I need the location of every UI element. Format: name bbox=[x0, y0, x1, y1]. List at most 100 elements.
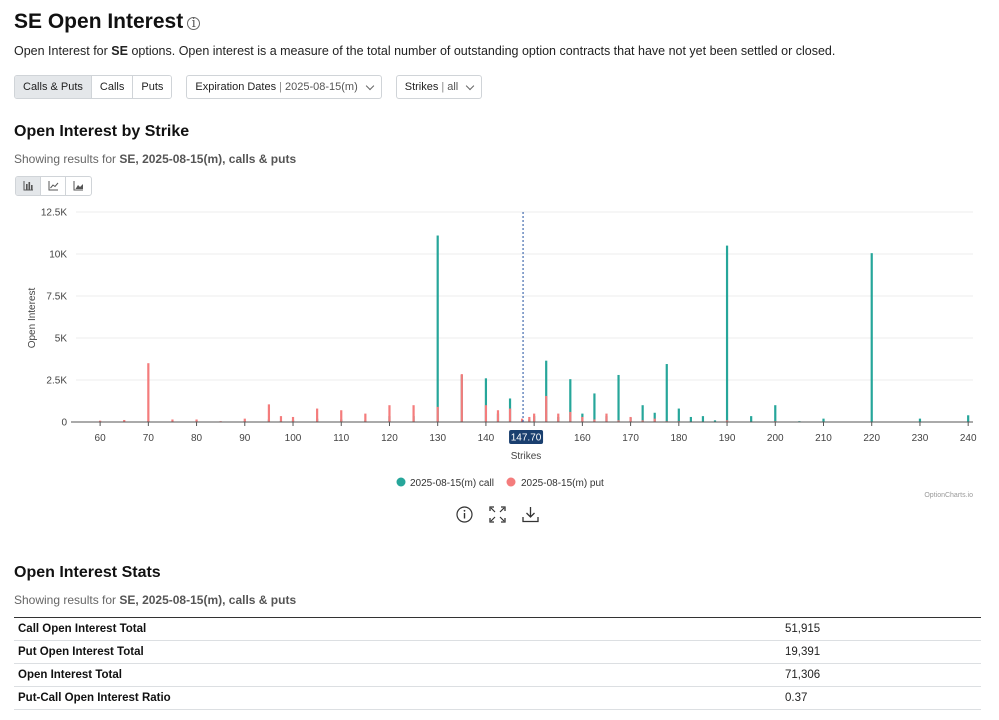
bar-chart-icon bbox=[23, 181, 33, 191]
y-axis-label: Open Interest bbox=[27, 287, 38, 348]
fullscreen-button[interactable] bbox=[488, 505, 507, 524]
call-bar[interactable] bbox=[750, 416, 753, 422]
put-bar[interactable] bbox=[412, 405, 415, 422]
put-bar[interactable] bbox=[316, 408, 319, 422]
calls-puts-button[interactable]: Calls & Puts bbox=[15, 76, 92, 98]
x-tick-label: 80 bbox=[191, 433, 203, 444]
download-button[interactable] bbox=[521, 505, 540, 524]
table-row: Open Interest Total 71,306 bbox=[14, 664, 981, 687]
x-tick-label: 180 bbox=[670, 433, 687, 444]
x-axis-label: Strikes bbox=[511, 451, 542, 462]
put-bar[interactable] bbox=[99, 420, 102, 422]
put-bar[interactable] bbox=[496, 410, 500, 422]
put-bar[interactable] bbox=[243, 418, 246, 422]
put-bar[interactable] bbox=[641, 420, 644, 422]
put-bar[interactable] bbox=[508, 408, 512, 422]
chart-type-toggle bbox=[15, 176, 92, 196]
put-bar[interactable] bbox=[460, 374, 463, 422]
x-tick-label: 60 bbox=[95, 433, 107, 444]
put-bar[interactable] bbox=[617, 420, 620, 422]
call-bar[interactable] bbox=[653, 412, 656, 422]
put-bar[interactable] bbox=[725, 420, 729, 422]
call-bar[interactable] bbox=[713, 420, 717, 422]
put-bar[interactable] bbox=[195, 419, 198, 422]
put-bar[interactable] bbox=[533, 413, 536, 422]
call-bar[interactable] bbox=[617, 374, 620, 422]
put-bar[interactable] bbox=[557, 413, 560, 422]
call-bar[interactable] bbox=[641, 405, 644, 422]
area-chart-icon bbox=[73, 181, 83, 191]
oi-by-strike-subtitle: Showing results for SE, 2025-08-15(m), c… bbox=[14, 152, 297, 166]
chevron-down-icon bbox=[465, 81, 475, 90]
page-description: Open Interest for SE options. Open inter… bbox=[14, 44, 836, 58]
oi-stats-title: Open Interest Stats bbox=[14, 564, 161, 581]
call-bar[interactable] bbox=[918, 418, 922, 422]
put-bar[interactable] bbox=[388, 405, 391, 422]
put-bar[interactable] bbox=[653, 418, 656, 422]
line-chart-button[interactable] bbox=[41, 177, 66, 195]
call-bar[interactable] bbox=[822, 418, 825, 422]
put-bar[interactable] bbox=[123, 419, 126, 422]
put-bar[interactable] bbox=[545, 395, 548, 422]
legend-put-label[interactable]: 2025-08-15(m) put bbox=[521, 478, 604, 489]
strikes-dropdown[interactable]: Strikes | all bbox=[395, 75, 483, 99]
call-bar[interactable] bbox=[484, 378, 488, 422]
call-bar[interactable] bbox=[545, 360, 548, 422]
watermark: OptionCharts.io bbox=[924, 492, 973, 499]
legend-call-label[interactable]: 2025-08-15(m) call bbox=[410, 478, 494, 489]
put-bar[interactable] bbox=[629, 416, 632, 422]
call-bar[interactable] bbox=[569, 379, 572, 422]
call-bar[interactable] bbox=[677, 408, 680, 422]
x-tick-label: 170 bbox=[622, 433, 639, 444]
put-bar[interactable] bbox=[291, 416, 295, 422]
call-bar[interactable] bbox=[593, 393, 596, 422]
put-bar[interactable] bbox=[279, 416, 283, 422]
x-tick-label: 200 bbox=[767, 433, 784, 444]
x-tick-label: 130 bbox=[429, 433, 446, 444]
put-bar[interactable] bbox=[605, 413, 608, 422]
put-bar[interactable] bbox=[581, 416, 584, 422]
puts-button[interactable]: Puts bbox=[133, 76, 172, 98]
stat-label: Open Interest Total bbox=[18, 669, 122, 681]
put-bar[interactable] bbox=[436, 406, 439, 422]
call-bar[interactable] bbox=[774, 405, 777, 422]
legend-put-swatch bbox=[506, 477, 516, 487]
call-bar[interactable] bbox=[870, 253, 873, 422]
chart-legend: 2025-08-15(m) call 2025-08-15(m) put bbox=[396, 477, 604, 489]
price-marker-label: 147.70 bbox=[511, 433, 542, 444]
table-row: Put Open Interest Total 19,391 bbox=[14, 641, 981, 664]
call-bar[interactable] bbox=[689, 416, 692, 422]
put-bar[interactable] bbox=[171, 419, 174, 422]
oi-stats-subtitle: Showing results for SE, 2025-08-15(m), c… bbox=[14, 593, 297, 607]
expiration-dates-dropdown[interactable]: Expiration Dates | 2025-08-15(m) bbox=[186, 75, 382, 99]
call-bar[interactable] bbox=[725, 245, 729, 422]
chart-info-button[interactable] bbox=[455, 505, 474, 524]
call-bar[interactable] bbox=[701, 416, 705, 422]
download-icon bbox=[522, 507, 539, 523]
x-tick-label: 190 bbox=[719, 433, 736, 444]
call-bar[interactable] bbox=[967, 415, 970, 422]
x-tick-label: 100 bbox=[285, 433, 302, 444]
put-bar[interactable] bbox=[528, 416, 531, 422]
call-bar[interactable] bbox=[436, 235, 439, 422]
call-bar[interactable] bbox=[665, 364, 668, 422]
chart-controls: Calls & Puts Calls Puts Expiration Dates… bbox=[14, 75, 483, 99]
put-bar[interactable] bbox=[147, 363, 150, 422]
put-bar[interactable] bbox=[340, 410, 343, 422]
put-bar[interactable] bbox=[267, 404, 271, 422]
bar-chart-button[interactable] bbox=[16, 177, 41, 195]
stat-label: Put Open Interest Total bbox=[18, 646, 144, 658]
open-interest-chart: 0 2.5K 5K 7.5K 10K 12.5K 60 70 80 90 100 110 120 130 1… bbox=[27, 208, 977, 500]
put-bar[interactable] bbox=[484, 405, 488, 422]
put-bar[interactable] bbox=[520, 418, 524, 422]
put-bar[interactable] bbox=[569, 411, 572, 422]
put-bar[interactable] bbox=[593, 419, 596, 422]
put-bar[interactable] bbox=[364, 413, 367, 422]
x-tick-label: 210 bbox=[815, 433, 832, 444]
calls-button[interactable]: Calls bbox=[91, 76, 134, 98]
stat-label: Call Open Interest Total bbox=[18, 623, 147, 635]
area-chart-button[interactable] bbox=[66, 177, 91, 195]
x-tick-label: 70 bbox=[143, 433, 155, 444]
stat-value: 19,391 bbox=[785, 646, 821, 658]
info-icon[interactable]: i bbox=[187, 16, 201, 30]
